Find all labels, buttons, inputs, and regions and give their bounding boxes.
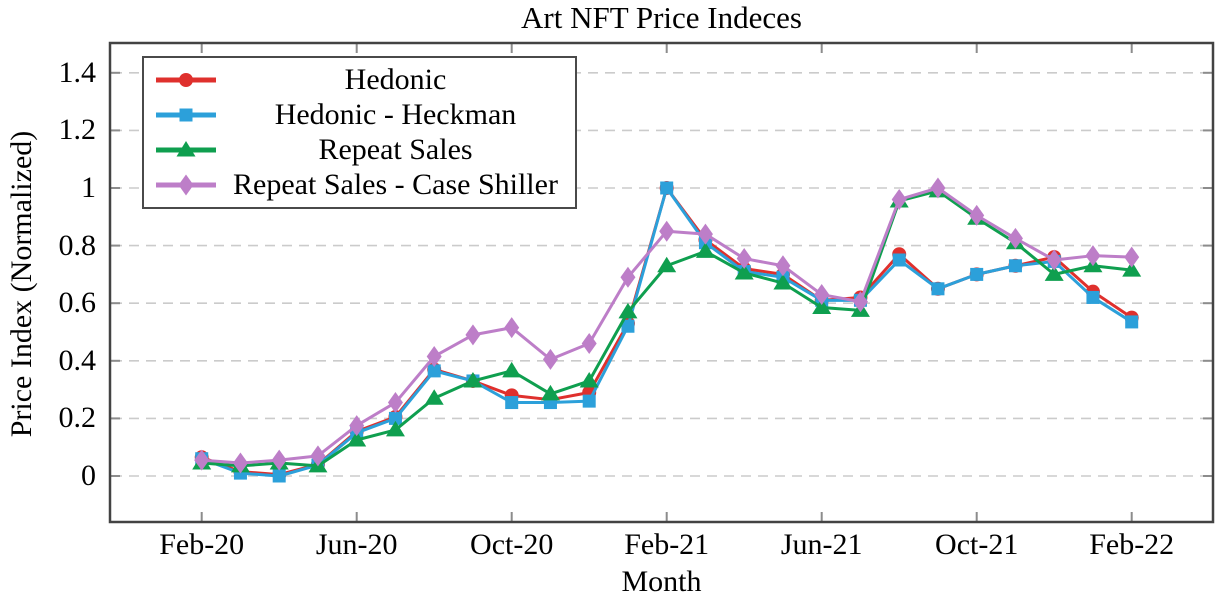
circle-marker-icon [156,72,216,87]
y-tick-label: 0 [81,459,96,492]
series-repeat-sales-case-shiller [194,177,1140,474]
y-tick-label: 1.2 [58,113,97,147]
diamond-marker-icon [156,174,216,196]
legend-item: Repeat Sales - Case Shiller [150,168,569,202]
axis-ticks [110,43,1213,522]
x-tick-label: Oct-20 [470,528,554,561]
y-tick-label: 0.6 [58,286,97,320]
legend-label: Repeat Sales [318,133,473,167]
y-tick-label: 0.8 [58,228,97,262]
x-tick-label: Feb-20 [159,528,245,561]
square-marker-icon [156,108,216,122]
y-tick-label: 0.4 [58,343,97,377]
legend-label: Hedonic [344,62,447,96]
x-axis-label: Month [621,565,702,598]
y-tick-label: 0.2 [58,401,97,435]
x-tick-label: Feb-22 [1089,528,1175,561]
triangle-marker-icon [156,141,216,157]
legend-label: Repeat Sales - Case Shiller [233,168,558,202]
legend-item: Hedonic [150,63,569,97]
legend-item: Repeat Sales [150,133,569,167]
y-tick-label: 1 [81,171,96,204]
legend: Hedonic Hedonic - Heckman Repeat Sales Repe… [142,56,577,209]
y-tick-label: 1.4 [58,55,97,89]
x-tick-label: Jun-20 [315,528,398,561]
x-tick-label: Feb-21 [624,528,710,561]
x-tick-label: Jun-21 [780,528,863,561]
legend-item: Hedonic - Heckman [150,98,569,132]
legend-label: Hedonic - Heckman [274,97,517,131]
x-tick-label: Oct-21 [935,528,1019,561]
chart-title: Art NFT Price Indeces [521,0,802,35]
